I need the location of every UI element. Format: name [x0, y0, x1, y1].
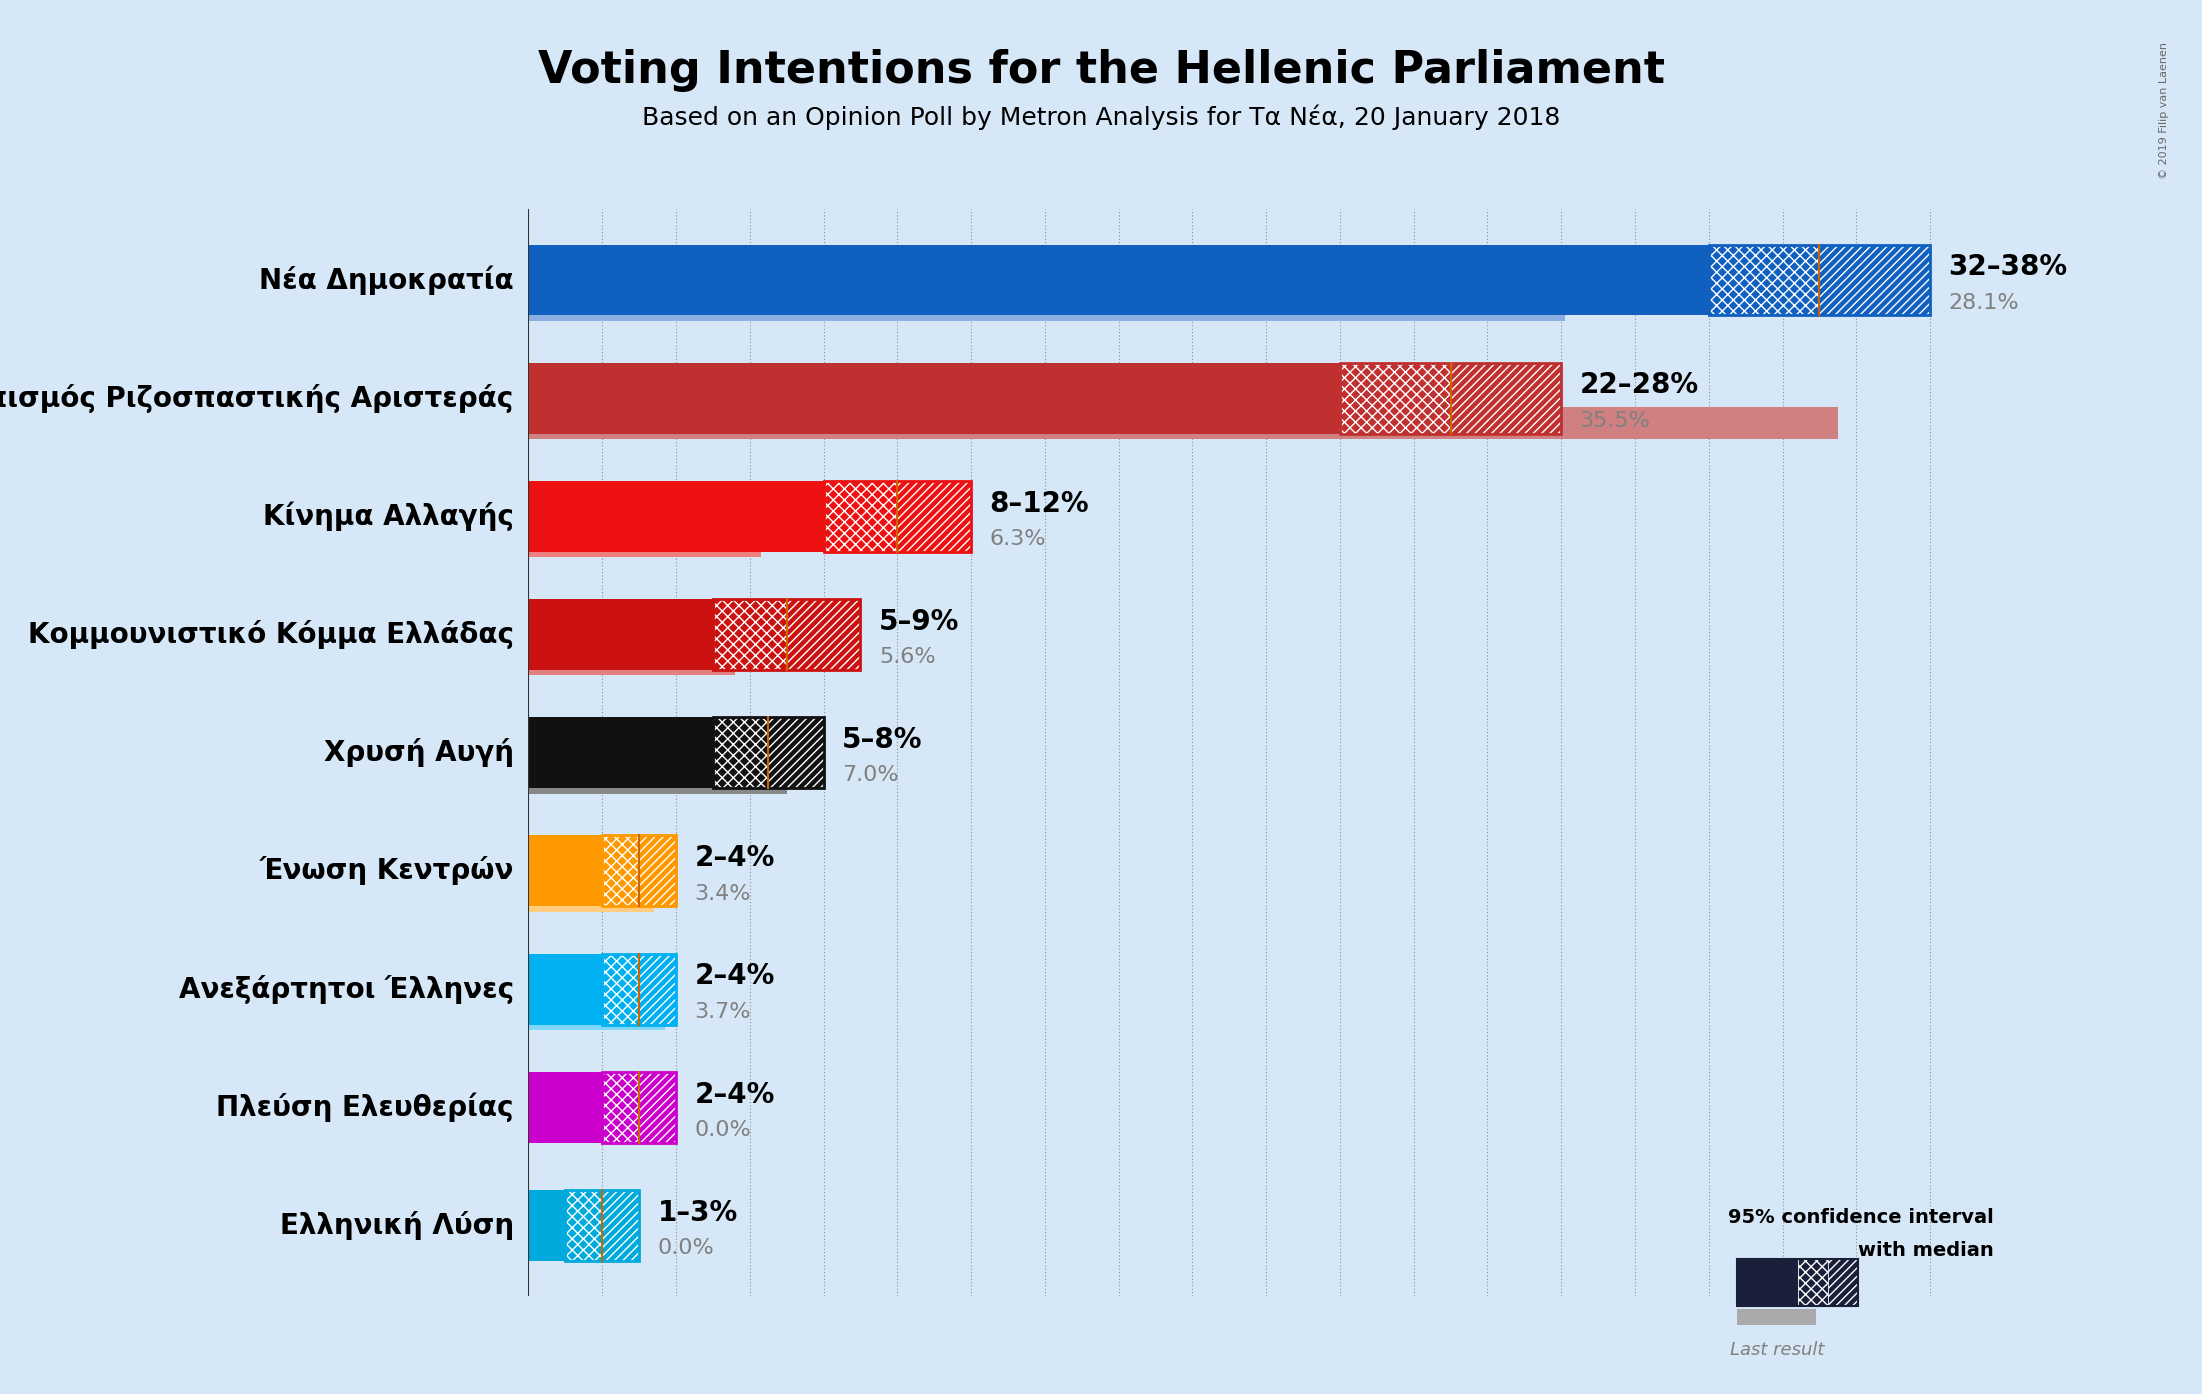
Text: 3.4%: 3.4% [694, 884, 751, 903]
Text: 5–8%: 5–8% [841, 726, 923, 754]
Bar [528, 1190, 566, 1262]
Bar [1709, 244, 1819, 315]
Text: Based on an Opinion Poll by Metron Analysis for Τα Νέα, 20 January 2018: Based on an Opinion Poll by Metron Analy… [641, 105, 1561, 130]
Text: Κομμουνιστικό Κόμμα Ελλάδας: Κομμουνιστικό Κόμμα Ελλάδας [29, 620, 513, 650]
Bar [528, 880, 654, 912]
Bar [566, 1190, 603, 1262]
Bar [528, 362, 1339, 434]
Bar [898, 481, 971, 552]
Bar [824, 481, 971, 552]
Bar [1737, 1259, 1797, 1306]
Bar [713, 718, 824, 788]
Text: 8–12%: 8–12% [989, 489, 1090, 517]
Text: Πλεύση Ελευθερίας: Πλεύση Ελευθερίας [216, 1093, 513, 1122]
Bar [528, 1072, 603, 1143]
Bar [639, 835, 676, 906]
Bar [603, 835, 639, 906]
Text: 2–4%: 2–4% [694, 845, 775, 873]
Bar [1709, 244, 1931, 315]
Bar [824, 481, 898, 552]
Text: 95% confidence interval: 95% confidence interval [1729, 1209, 1995, 1227]
Bar [1339, 362, 1561, 434]
Bar [1819, 244, 1929, 315]
Text: 2–4%: 2–4% [694, 962, 775, 990]
Bar [786, 599, 861, 671]
Bar [603, 953, 639, 1025]
Text: © 2019 Filip van Laenen: © 2019 Filip van Laenen [2158, 42, 2169, 178]
Text: 22–28%: 22–28% [1579, 371, 1698, 400]
Bar [603, 835, 676, 906]
Text: Ανεξάρτητοι Έλληνες: Ανεξάρτητοι Έλληνες [178, 974, 513, 1004]
Bar [528, 481, 824, 552]
Text: Νέα Δημοκρατία: Νέα Δημοκρατία [260, 265, 513, 294]
Text: Κίνημα Αλλαγής: Κίνημα Αλλαγής [262, 502, 513, 531]
Bar [603, 1072, 676, 1143]
Text: 0.0%: 0.0% [658, 1238, 713, 1259]
Text: 5–9%: 5–9% [879, 608, 960, 636]
Bar [639, 1072, 676, 1143]
Bar [566, 1190, 639, 1262]
Text: 32–38%: 32–38% [1949, 254, 2068, 282]
Bar [639, 953, 676, 1025]
Bar [603, 953, 676, 1025]
Text: Χρυσή Αυγή: Χρυσή Αυγή [324, 739, 513, 767]
Bar [768, 718, 824, 788]
Text: 6.3%: 6.3% [989, 530, 1046, 549]
Bar [528, 599, 713, 671]
Bar [528, 953, 603, 1025]
Bar [1451, 362, 1561, 434]
Bar [603, 1190, 639, 1262]
Bar [528, 718, 713, 788]
Bar [528, 526, 762, 558]
Bar [528, 289, 1566, 321]
Text: 5.6%: 5.6% [879, 647, 936, 668]
Bar [1339, 362, 1451, 434]
Text: 2–4%: 2–4% [694, 1080, 775, 1108]
Text: Ελληνική Λύση: Ελληνική Λύση [280, 1211, 513, 1241]
Text: 0.0%: 0.0% [694, 1119, 751, 1140]
Bar [528, 835, 603, 906]
Text: 35.5%: 35.5% [1579, 411, 1652, 431]
Bar [528, 998, 665, 1030]
Bar [713, 599, 861, 671]
Bar [528, 644, 735, 675]
Text: Last result: Last result [1729, 1341, 1823, 1359]
Bar [1797, 1259, 1828, 1306]
Bar [1737, 1259, 1858, 1306]
Bar [603, 1072, 639, 1143]
Bar [528, 244, 1709, 315]
Bar [528, 407, 1839, 439]
Text: Συνασπισμός Ριζοσπαστικής Αριστεράς: Συνασπισμός Ριζοσπαστικής Αριστεράς [0, 383, 513, 413]
Bar [528, 761, 786, 793]
Text: 3.7%: 3.7% [694, 1002, 751, 1022]
Bar [1737, 1309, 1817, 1326]
Text: Voting Intentions for the Hellenic Parliament: Voting Intentions for the Hellenic Parli… [537, 49, 1665, 92]
Text: with median: with median [1858, 1241, 1995, 1260]
Text: 7.0%: 7.0% [841, 765, 898, 785]
Text: 1–3%: 1–3% [658, 1199, 738, 1227]
Bar [713, 718, 768, 788]
Text: 28.1%: 28.1% [1949, 293, 2019, 312]
Bar [713, 599, 786, 671]
Text: Ένωση Κεντρών: Ένωση Κεντρών [260, 856, 513, 885]
Bar [1828, 1259, 1858, 1306]
